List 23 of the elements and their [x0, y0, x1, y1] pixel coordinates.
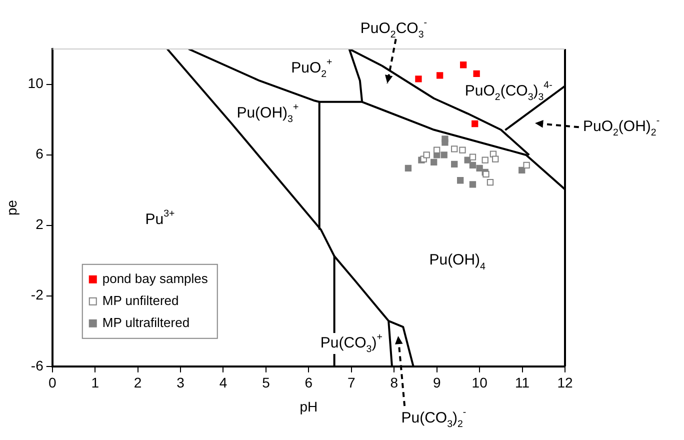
y-tick-label: 2 [36, 216, 44, 232]
x-tick-label: 2 [134, 374, 142, 391]
legend-label: MP unfiltered [102, 292, 179, 308]
x-tick-label: 11 [515, 374, 530, 391]
x-tick-label: 7 [348, 374, 356, 391]
x-tick-label: 3 [176, 374, 185, 391]
legend-label: MP ultrafiltered [102, 314, 190, 330]
x-tick-label: 5 [262, 374, 270, 391]
y-tick-label: 6 [36, 146, 44, 162]
x-tick-label: 10 [472, 374, 488, 391]
x-axis-title: pH [300, 398, 318, 414]
y-axis-title: pe [3, 200, 20, 216]
x-tick-label: 0 [48, 374, 56, 391]
x-tick-label: 1 [91, 374, 100, 391]
y-tick-label: -2 [30, 286, 44, 303]
x-tick-label: 12 [557, 374, 573, 391]
x-tick-label: 8 [390, 374, 398, 391]
x-tick-label: 4 [219, 374, 228, 391]
y-tick-label: 10 [28, 75, 44, 92]
x-tick-label: 9 [432, 374, 441, 391]
x-tick-label: 6 [304, 374, 313, 391]
legend-label: pond bay samples [102, 270, 208, 286]
y-tick-label: -6 [30, 357, 44, 374]
